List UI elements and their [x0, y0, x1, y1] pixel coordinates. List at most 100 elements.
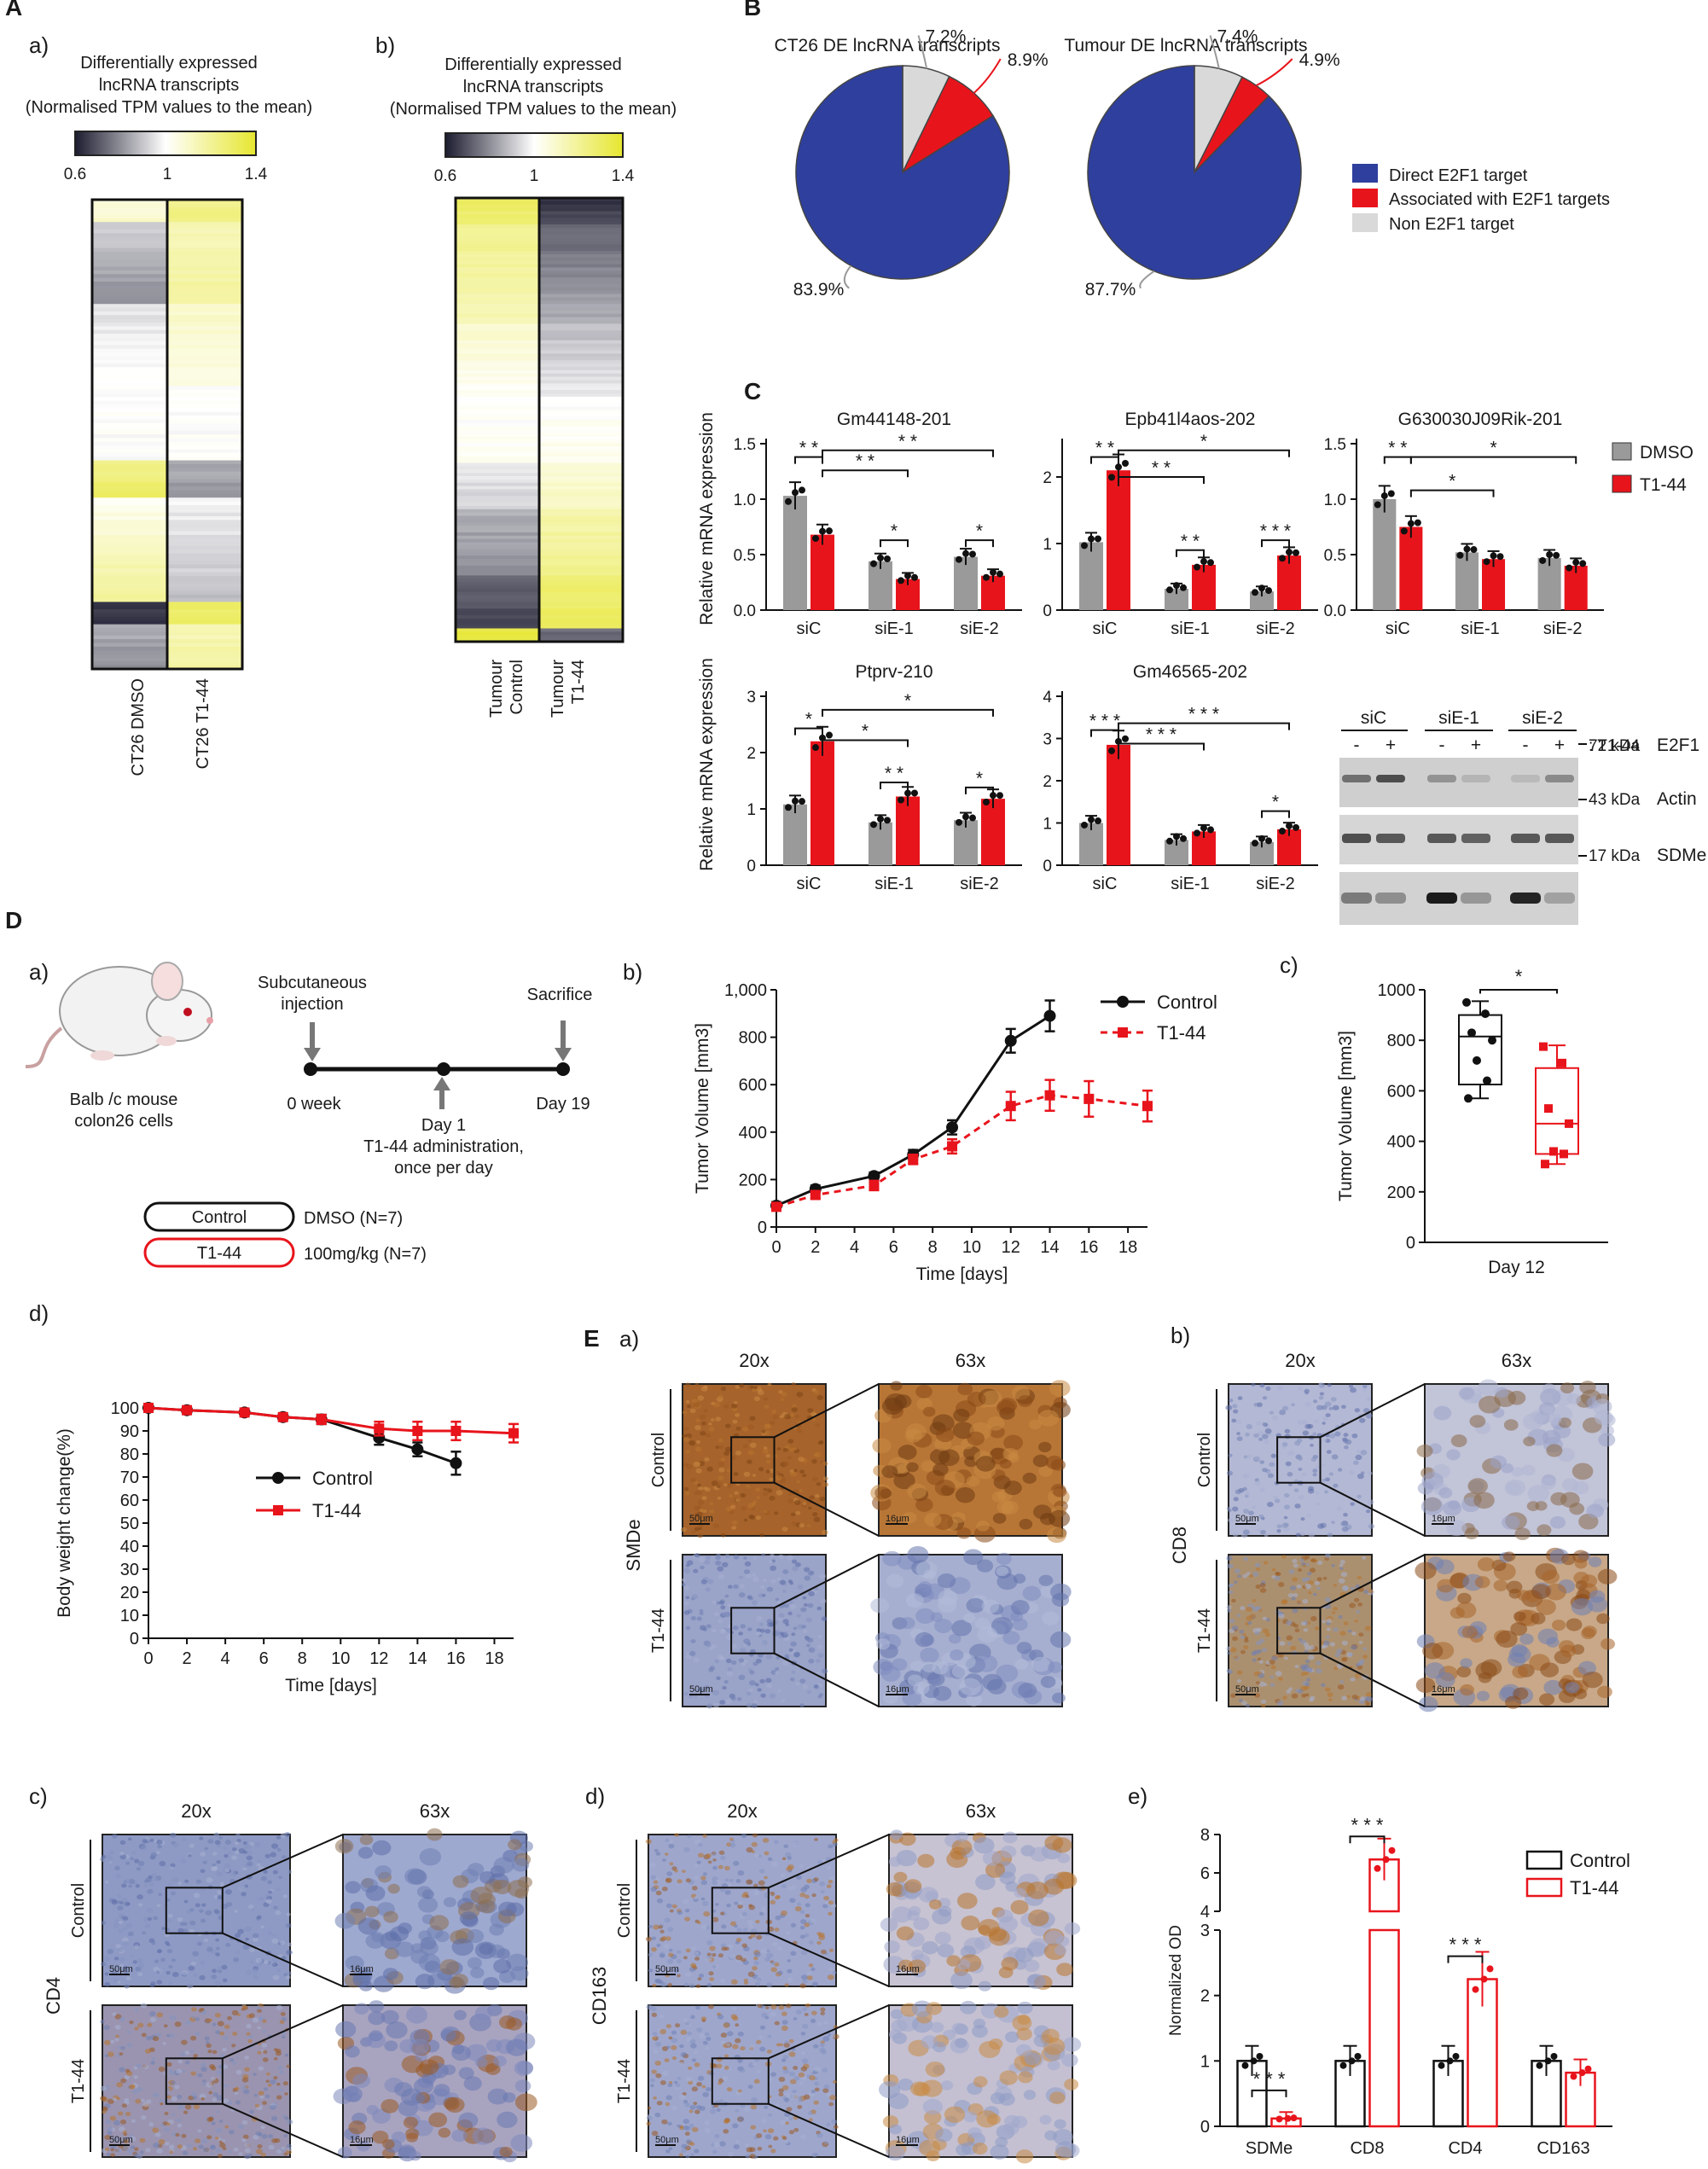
ihc-c-20x-1-cell: [163, 2127, 171, 2133]
ihc-c-20x-0-cell: [186, 1983, 194, 1989]
ihc-c-20x-1-cell: [214, 2012, 221, 2018]
ihc-a-20x-1-cell: [821, 1668, 828, 1674]
ihc-a-20x-0-cell: [717, 1481, 723, 1486]
ihc-b-63x-0-cell: [1470, 1393, 1483, 1404]
ihc-a-20x-0-cell: [776, 1470, 781, 1474]
ihc-c-20x-1-cell: [215, 2127, 223, 2133]
ihc-b-20x-0-cell: [1267, 1473, 1275, 1479]
ihc-a-20x-0-cell: [790, 1512, 796, 1517]
ihc-a-20x-0-cell: [780, 1398, 785, 1402]
ihc-d-20x-0-cell: [753, 1853, 760, 1858]
ihc-a-20x-0-cell: [723, 1451, 729, 1457]
ihc-c-20x-1-cell: [156, 2012, 163, 2018]
heatmap-cell: [539, 635, 623, 639]
c-ylabel-bottom: Relative mRNA expression: [697, 658, 717, 871]
ihc-a-20x-0-cell: [794, 1415, 799, 1419]
ihc-c-20x-1-cell: [126, 2043, 133, 2048]
ihc-c-20x-0-cell: [111, 1969, 118, 1975]
ihc-d-20x-0-cell: [668, 1952, 674, 1957]
ihc-c-20x-1-cell: [171, 2096, 177, 2102]
heatmap-cell: [167, 509, 242, 514]
c-datapoint: [1490, 552, 1497, 560]
ihc-d-63x-1-cell: [989, 2038, 1003, 2050]
ihc-b-20x-0-cell: [1258, 1514, 1264, 1519]
ihc-c-20x-0-cell: [253, 1974, 258, 1979]
ihc-b-mag-63x: 63x: [1502, 1350, 1531, 1371]
e-legend-label: T1-44: [1570, 1877, 1618, 1899]
dd-x-tick-label: 12: [369, 1649, 388, 1668]
ihc-a-20x-1-cell: [690, 1638, 696, 1643]
ihc-c-20x-0-cell: [246, 1855, 253, 1861]
pie-legend: Direct E2F1 target Associated with E2F1 …: [1352, 164, 1610, 234]
ihc-c-20x-0-cell: [199, 1974, 206, 1980]
heatmap-cell: [167, 523, 242, 528]
heatmap-cell: [167, 463, 242, 468]
c-datapoint: [819, 527, 826, 535]
ihc-c-20x-1-cell: [193, 2054, 199, 2058]
ihc-b-20x-0-cell: [1325, 1477, 1330, 1482]
ihc-c-20x-0-cell: [177, 1916, 183, 1922]
c-datapoint: [969, 550, 976, 558]
ihc-a-20x-0-cell: [776, 1447, 781, 1451]
ihc-d-20x-1-cell: [757, 2146, 763, 2151]
ihc-c-20x-1-cell: [212, 2097, 218, 2102]
ihc-c-20x-1-cell: [223, 2035, 229, 2041]
ihc-c-20x-1-cell: [171, 2113, 176, 2117]
ihc-c-63x-0-cell: [420, 1940, 439, 1956]
ihc-a-20x-0-cell: [708, 1422, 712, 1426]
ihc-c-20x-0-cell: [271, 1938, 279, 1944]
ihc-b-20x-0-cell: [1343, 1433, 1349, 1437]
heatmap-cell: [167, 504, 242, 509]
c-sig-label: *: [976, 521, 983, 541]
ihc-c-63x-1-cell: [463, 2076, 482, 2091]
e-bar-Control: [1334, 2060, 1366, 2128]
ihc-c-63x-1-cell: [503, 2092, 516, 2103]
heatmap-cell: [167, 311, 242, 316]
ihc-d-20x-0-cell: [736, 1928, 742, 1933]
ihc-zoom-box: [165, 2057, 224, 2105]
ihc-c-63x-1-cell: [465, 2044, 488, 2061]
ihc-d-20x-1-cell: [785, 2121, 789, 2125]
ihc-c-20x-0-cell: [213, 1832, 220, 1837]
ihc-b-20x-1-cell: [1341, 1640, 1348, 1646]
ihc-c-20x-1-cell: [226, 2015, 232, 2021]
dd-point-T1-44: [508, 1428, 519, 1439]
ihc-d-20x-0-cell: [770, 1899, 776, 1905]
ihc-c-20x-0-cell: [286, 1950, 293, 1956]
ihc-d-20x-1-cell: [826, 2092, 832, 2097]
heatmap-b-header: Differentially expressed lncRNA transcri…: [390, 55, 677, 185]
ihc-c-20x-0-cell: [128, 1884, 132, 1888]
ihc-a-20x-1-cell: [696, 1616, 702, 1621]
ihc-c-20x-0-cell: [137, 1957, 143, 1963]
ihc-c-20x-0-cell: [122, 1940, 129, 1946]
ihc-c-20x-1-cell: [262, 2057, 269, 2062]
c-datapoint: [1496, 553, 1504, 561]
ihc-d-20x-0-cell: [830, 1903, 837, 1909]
ihc-c-20x-0-cell: [237, 1928, 244, 1934]
ihc-d-20x-1-cell: [737, 2031, 744, 2037]
ihc-c-20x-1-cell: [177, 2094, 183, 2099]
ihc-c-20x-0-cell: [181, 1970, 189, 1976]
ihc-b-20x-1-cell: [1234, 1568, 1240, 1574]
ihc-c-20x-0-cell: [223, 1846, 228, 1850]
ihc-a-20x-1-cell: [793, 1626, 798, 1631]
ihc-b-20x-0-cell: [1287, 1451, 1294, 1457]
ihc-c-20x-0-cell: [103, 1956, 111, 1962]
ihc-a-20x-0-cell: [742, 1426, 749, 1432]
ihc-b-20x-1-cell: [1243, 1556, 1249, 1561]
ihc-d-63x-1-cell: [1023, 2090, 1037, 2100]
ihc-a-20x-1-cell: [683, 1610, 690, 1615]
heatmap-cell: [92, 579, 167, 584]
ihc-b-63x-0-cell: [1541, 1477, 1556, 1490]
ihc-c-63x-0-cell: [394, 1941, 415, 1957]
ihc-b-20x-0-cell: [1348, 1384, 1354, 1388]
c-bar-T1-44: [1399, 526, 1423, 610]
c-tick-label: 1.0: [1324, 491, 1346, 509]
ihc-d-20x-1-cell: [805, 2003, 810, 2008]
ihc-d-63x-1-cell: [890, 2009, 903, 2020]
ihc-c-row-label: Control: [69, 1883, 88, 1938]
e-ylabel: Normalized OD: [1167, 1925, 1185, 2036]
ihc-a-20x-0-cell: [733, 1472, 739, 1476]
ihc-b-20x-0-cell: [1254, 1480, 1261, 1486]
c-datapoint: [1108, 474, 1115, 481]
